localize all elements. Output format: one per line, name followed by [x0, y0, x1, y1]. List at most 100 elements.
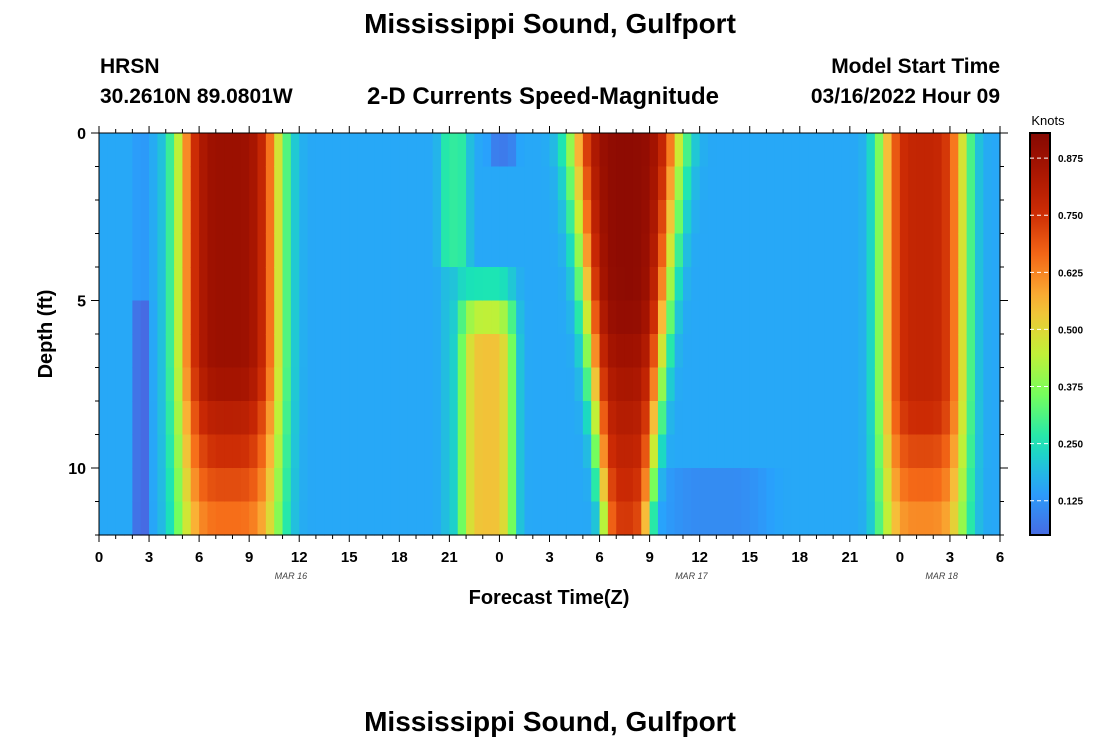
heatmap-cell — [666, 133, 676, 168]
heatmap-cell — [182, 434, 192, 469]
heatmap-cell — [99, 401, 108, 436]
heatmap-cell — [966, 334, 976, 369]
heatmap-cell — [749, 166, 759, 201]
heatmap-cell — [808, 233, 818, 268]
heatmap-cell — [808, 166, 818, 201]
heatmap-cell — [574, 468, 584, 503]
x-axis: 0 3 6 9 12 15 18 21 0 3 6 9 12 15 18 21 0 3 6 — [95, 126, 1004, 566]
heatmap-cell — [599, 401, 609, 436]
heatmap-cell — [357, 434, 367, 469]
heatmap-cell — [599, 267, 609, 302]
heatmap-cell — [416, 233, 425, 268]
heatmap-cell — [674, 133, 684, 168]
heatmap-cell — [524, 133, 534, 168]
heatmap-cell — [966, 267, 976, 302]
heatmap-cell — [866, 233, 876, 268]
heatmap-cell — [591, 300, 601, 335]
heatmap-cell — [349, 367, 359, 402]
heatmap-cell — [432, 233, 442, 268]
heatmap-cell — [991, 401, 1001, 436]
heatmap-cell — [808, 434, 818, 469]
heatmap-cell — [549, 233, 559, 268]
heatmap-cell — [657, 267, 667, 302]
heatmap-cell — [382, 267, 392, 302]
heatmap-cell — [624, 501, 634, 536]
heatmap-cell — [107, 133, 117, 168]
heatmap-cell — [699, 501, 709, 536]
heatmap-cell — [466, 367, 476, 402]
heatmap-cell — [833, 233, 843, 268]
heatmap-cell — [349, 468, 359, 503]
heatmap-cell — [115, 468, 125, 503]
heatmap-cell — [966, 233, 976, 268]
heatmap-cell — [432, 401, 442, 436]
heatmap-cell — [724, 401, 734, 436]
heatmap-cell — [124, 367, 133, 402]
heatmap-cell — [449, 501, 459, 536]
heatmap-cell — [107, 334, 117, 369]
heatmap-cell — [774, 267, 784, 302]
heatmap-cell — [382, 133, 392, 168]
heatmap-cell — [624, 233, 634, 268]
heatmap-cell — [607, 200, 617, 235]
heatmap-cell — [132, 200, 142, 235]
heatmap-cell — [874, 200, 884, 235]
heatmap-cell — [207, 367, 217, 402]
heatmap-cell — [232, 233, 242, 268]
heatmap-cell — [299, 401, 309, 436]
heatmap-cell — [883, 300, 893, 335]
heatmap-cell — [766, 166, 776, 201]
heatmap-cell — [841, 267, 851, 302]
heatmap-cell — [516, 401, 526, 436]
heatmap-cell — [682, 300, 692, 335]
heatmap-cell — [682, 401, 692, 436]
heatmap-cell — [332, 300, 342, 335]
heatmap-cell — [224, 300, 234, 335]
heatmap-cell — [315, 367, 325, 402]
heatmap-cell — [983, 233, 993, 268]
heatmap-cell — [949, 267, 959, 302]
heatmap-cell — [224, 401, 234, 436]
heatmap-cell — [390, 468, 400, 503]
heatmap-cell — [974, 501, 984, 536]
heatmap-cell — [924, 401, 934, 436]
heatmap-cell — [574, 334, 584, 369]
heatmap-cell — [499, 166, 509, 201]
heatmap-cell — [949, 233, 959, 268]
heatmap-cell — [616, 468, 626, 503]
heatmap-cell — [716, 501, 726, 536]
heatmap-cell — [182, 233, 192, 268]
heatmap-cell — [240, 334, 250, 369]
heatmap-cell — [357, 267, 367, 302]
heatmap-cell — [549, 434, 559, 469]
heatmap-cell — [324, 200, 334, 235]
y-tick-label: 5 — [77, 294, 86, 311]
heatmap-cell — [791, 468, 801, 503]
heatmap-cell — [107, 166, 117, 201]
heatmap-cell — [207, 200, 217, 235]
heatmap-cell — [958, 133, 968, 168]
heatmap-cell — [874, 501, 884, 536]
heatmap-cell — [841, 233, 851, 268]
heatmap-cell — [891, 501, 901, 536]
heatmap-cell — [607, 166, 617, 201]
heatmap-cell — [407, 233, 417, 268]
heatmap-cell — [841, 367, 851, 402]
heatmap-cell — [733, 267, 742, 302]
heatmap-cell — [591, 267, 601, 302]
heatmap-cell — [549, 367, 559, 402]
heatmap-cell — [190, 468, 200, 503]
heatmap-cell — [883, 267, 893, 302]
heatmap-cell — [299, 501, 309, 536]
heatmap-cell — [541, 434, 551, 469]
heatmap-cell — [824, 200, 834, 235]
heatmap-cell — [274, 300, 284, 335]
heatmap-cell — [449, 434, 459, 469]
heatmap-cell — [132, 401, 142, 436]
heatmap-cell — [115, 133, 125, 168]
heatmap-cell — [741, 200, 751, 235]
heatmap-cell — [849, 468, 859, 503]
heatmap-cell — [399, 434, 409, 469]
colorbar-tick-label: 0.750 — [1058, 211, 1083, 222]
heatmap-cell — [666, 233, 676, 268]
